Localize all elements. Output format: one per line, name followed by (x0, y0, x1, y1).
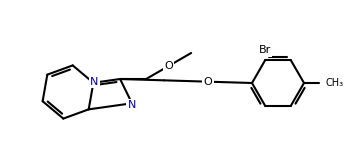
Text: O: O (203, 77, 212, 87)
Text: CH₃: CH₃ (325, 78, 343, 88)
Text: Br: Br (259, 46, 271, 56)
Text: N: N (128, 100, 136, 110)
Text: N: N (90, 77, 99, 87)
Text: O: O (164, 61, 173, 71)
